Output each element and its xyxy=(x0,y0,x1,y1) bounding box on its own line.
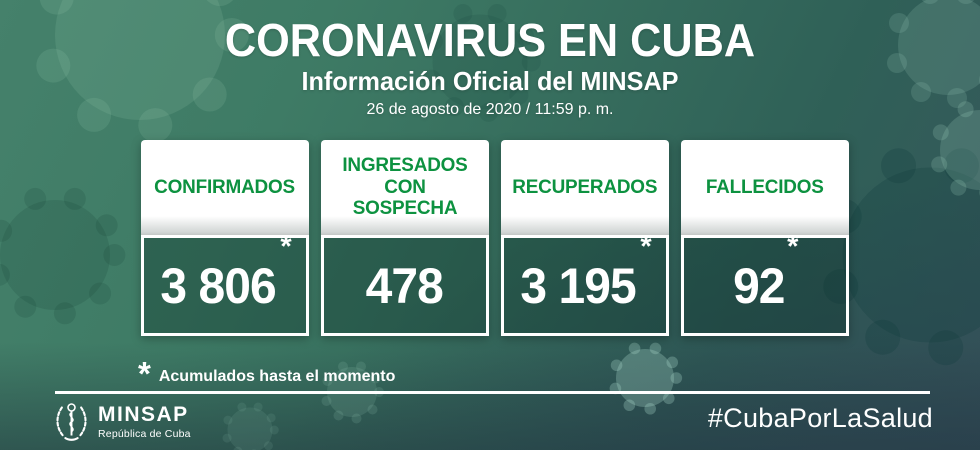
stat-card-header: FALLECIDOS xyxy=(681,140,849,235)
footer-divider xyxy=(55,391,930,394)
asterisk-marker: * xyxy=(280,231,292,263)
stat-value: 478 xyxy=(365,257,443,314)
stat-card-header: INGRESADOS CON SOSPECHA xyxy=(321,140,489,235)
stat-value-box: 3 806 * xyxy=(141,231,309,336)
stat-value: 3 195 xyxy=(520,257,637,314)
asterisk-marker: * xyxy=(787,231,799,263)
footnote-text: Acumulados hasta el momento xyxy=(158,368,396,385)
minsap-logo-text: MINSAP República de Cuba xyxy=(98,404,191,440)
stat-card-recuperados: RECUPERADOS 3 195 * xyxy=(501,140,669,336)
stat-card-fallecidos: FALLECIDOS 92 * xyxy=(681,140,849,336)
org-name: MINSAP xyxy=(98,402,189,426)
stat-card-header: RECUPERADOS xyxy=(501,140,669,235)
page-title: CORONAVIRUS EN CUBA xyxy=(224,14,756,66)
minsap-logo: MINSAP República de Cuba xyxy=(54,401,191,442)
stat-value: 92 xyxy=(732,257,785,314)
stat-label: RECUPERADOS xyxy=(512,175,658,198)
stat-label: INGRESADOS CON SOSPECHA xyxy=(342,153,468,220)
stat-card-header: CONFIRMADOS xyxy=(141,140,309,235)
stat-value-box: 478 xyxy=(321,235,489,336)
stat-value-box: 92 * xyxy=(681,231,849,336)
minsap-emblem-icon xyxy=(56,403,87,441)
stat-card-confirmados: CONFIRMADOS 3 806 * xyxy=(141,140,309,336)
virus-icon xyxy=(222,402,279,450)
stat-value-box: 3 195 * xyxy=(501,231,669,336)
footnote-asterisk: * xyxy=(138,355,151,392)
stat-value: 3 806 xyxy=(160,257,277,314)
hashtag: #CubaPorLaSalud xyxy=(707,403,933,433)
virus-icon xyxy=(609,342,683,415)
report-date: 26 de agosto de 2020 / 11:59 p. m. xyxy=(366,101,614,119)
footnote: * Acumulados hasta el momento xyxy=(138,357,395,390)
stat-label: CONFIRMADOS xyxy=(154,175,296,198)
org-subtitle: República de Cuba xyxy=(98,427,191,440)
virus-icon xyxy=(0,187,126,325)
stat-cards-row: CONFIRMADOS 3 806 * INGRESADOS CON SOSPE… xyxy=(141,140,849,336)
stat-card-ingresados: INGRESADOS CON SOSPECHA 478 xyxy=(321,140,489,336)
header: CORONAVIRUS EN CUBA Información Oficial … xyxy=(0,17,980,119)
stat-label: FALLECIDOS xyxy=(706,175,824,198)
page-subtitle: Información Oficial del MINSAP xyxy=(301,65,679,96)
asterisk-marker: * xyxy=(640,231,652,263)
